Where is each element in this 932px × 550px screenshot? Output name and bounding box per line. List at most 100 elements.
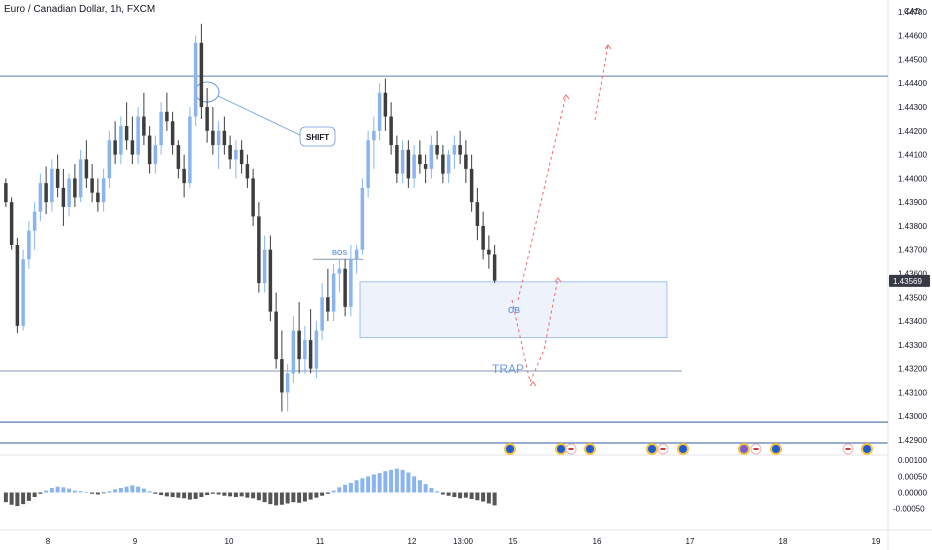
oscillator-bar	[153, 492, 158, 494]
oscillator-tick-label: -0.00050	[893, 505, 925, 514]
candle-body	[418, 154, 422, 165]
candle-body	[78, 159, 83, 198]
economic-event-icon	[677, 443, 689, 455]
bos-label: BOS	[332, 250, 348, 257]
currency-label: CAD	[904, 7, 921, 16]
chart-title: Euro / Canadian Dollar, 1h, FXCM	[4, 4, 156, 15]
oscillator-bar	[285, 492, 290, 504]
candle-body	[314, 330, 319, 369]
candle-body	[343, 268, 347, 307]
time-tick-label: 19	[872, 537, 881, 546]
oscillator-bar	[245, 492, 250, 498]
oscillator-bar	[55, 486, 60, 493]
oscillator-bar	[222, 492, 227, 496]
oscillator-bar	[141, 488, 146, 493]
candle-body	[44, 183, 48, 203]
price-tick-label: 1.43700	[898, 246, 927, 255]
oscillator-bar	[182, 492, 187, 499]
arrow-head-1	[562, 94, 570, 100]
oscillator-bar	[360, 478, 365, 493]
oscillator-bar	[32, 492, 37, 498]
price-tick-label: 1.43100	[898, 388, 927, 397]
candle-body	[211, 130, 215, 146]
time-axis[interactable]: 8 9 10 11 12 13:00 15 16 17 18 19	[46, 537, 881, 546]
arrow-head-3	[529, 381, 537, 387]
price-tick-label: 1.43600	[898, 270, 927, 279]
oscillator-bar	[486, 492, 491, 504]
oscillator-bar	[377, 473, 382, 493]
candle-body	[349, 259, 353, 307]
price-tick-label: 1.43400	[898, 317, 927, 326]
annotation-layer: OB BOS TRAP SHIFT	[0, 44, 888, 423]
flag-event-mark	[568, 448, 574, 450]
candle-body	[73, 178, 77, 198]
candle-body	[199, 42, 204, 108]
candle-body	[113, 140, 117, 155]
oscillator-bar	[49, 487, 54, 493]
candle-body	[84, 159, 89, 179]
oscillator-bar	[90, 492, 95, 494]
candle-body	[458, 145, 462, 155]
candle-body	[366, 140, 370, 188]
oscillator-tick-label: 0.00050	[898, 472, 927, 481]
candle-body	[441, 154, 445, 174]
event-icons[interactable]	[504, 443, 873, 455]
oscillator-bar	[101, 492, 106, 494]
oscillator-bar	[262, 492, 267, 503]
candle-body	[337, 268, 342, 274]
candle-body	[377, 92, 382, 131]
oscillator-bar	[95, 492, 100, 495]
candle-body	[360, 187, 365, 250]
time-tick-label: 9	[133, 537, 138, 546]
candle-body	[429, 145, 434, 169]
price-axis[interactable]: 1.44700 1.44600 1.44500 1.44400 1.44300 1.442…	[889, 8, 930, 514]
candle-body	[435, 145, 439, 155]
candle-body	[67, 178, 71, 207]
oscillator-bar	[446, 492, 451, 496]
last-price-label: 1.43569	[893, 277, 922, 286]
candle-body	[268, 249, 273, 312]
candle-body	[228, 145, 232, 160]
candle-body	[452, 145, 457, 155]
candle-body	[320, 297, 324, 331]
oscillator-bar	[279, 492, 284, 505]
candle-body	[61, 187, 66, 207]
oscillator-bar	[320, 492, 325, 496]
oscillator-bar	[159, 492, 164, 496]
candle-body	[119, 126, 123, 155]
candle-body	[326, 297, 330, 312]
oscillator-bar	[429, 487, 434, 493]
oscillator-bar	[343, 484, 348, 493]
candle-body	[205, 107, 209, 131]
oscillator-bar	[210, 492, 215, 494]
time-tick-label: 13:00	[453, 537, 474, 546]
candle-body	[21, 259, 25, 326]
oscillator-bar	[228, 492, 233, 497]
oscillator-bar	[136, 486, 141, 493]
arrow-head-2	[604, 44, 612, 50]
price-tick-label: 1.44700	[898, 8, 927, 17]
candle-body	[182, 168, 186, 184]
time-tick-label: 17	[686, 537, 695, 546]
candle-body	[395, 145, 399, 174]
oscillator-bar	[61, 487, 66, 493]
oscillator-bar	[475, 492, 480, 501]
ob-label: OB	[508, 306, 520, 315]
economic-event-icon	[861, 443, 873, 455]
candle-body	[303, 340, 307, 360]
candle-body	[464, 154, 468, 169]
candle-body	[481, 225, 485, 250]
oscillator-bar	[325, 492, 330, 494]
price-tick-label: 1.44000	[898, 174, 927, 183]
last-price-badge	[889, 274, 930, 287]
arrow-head-0	[554, 277, 562, 283]
oscillator-bar	[233, 492, 238, 498]
price-tick-label: 1.43800	[898, 222, 927, 231]
candle-body	[475, 202, 480, 226]
oscillator-bar	[187, 492, 192, 500]
candle-body	[331, 273, 336, 312]
candle-body	[55, 168, 60, 188]
price-tick-label: 1.43500	[898, 293, 927, 302]
